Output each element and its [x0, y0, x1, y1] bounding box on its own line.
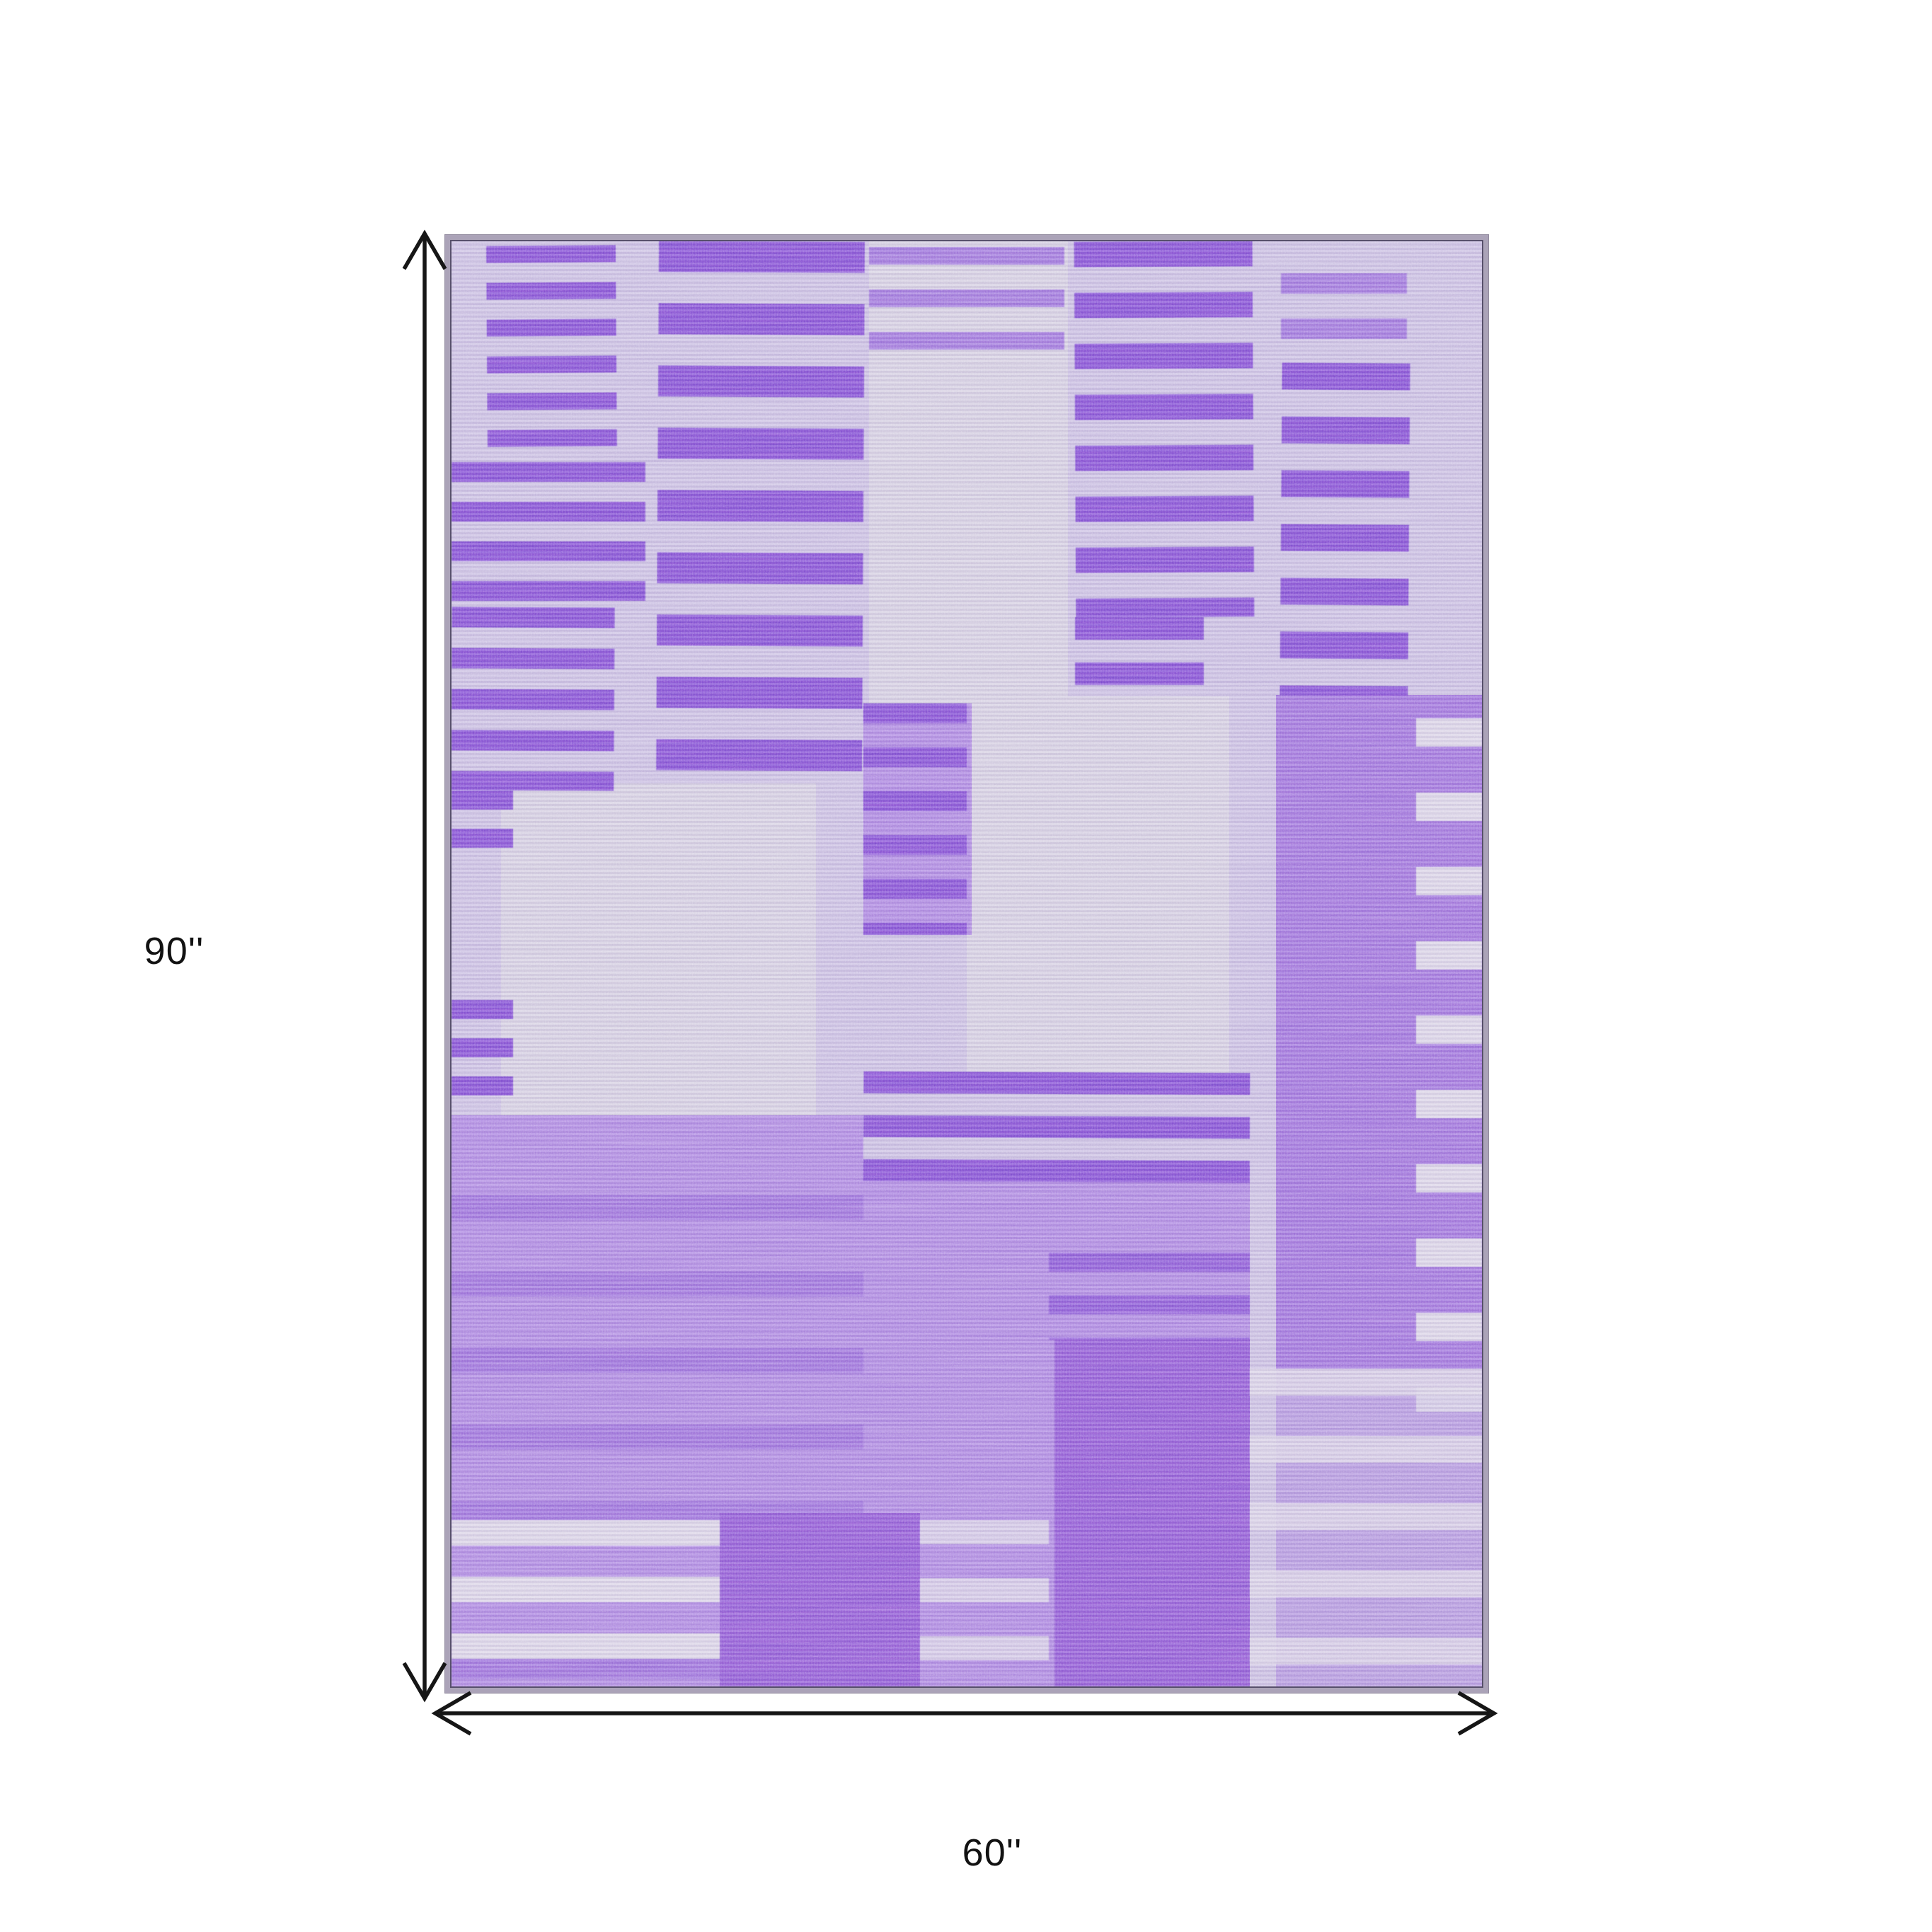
width-dimension-label: 60'' — [962, 1832, 1023, 1874]
rug-patch-colA-stripes-top — [485, 245, 618, 464]
rug-patch-colB-stripes — [656, 241, 866, 784]
rug-patch-colC-stub-stripes — [863, 703, 967, 936]
rug-patch-colCD-pale-block — [967, 696, 1230, 1080]
rug — [450, 240, 1483, 1688]
rug-patch-colD-dark-block — [1054, 1339, 1250, 1686]
rug-patch-colC-stripes-top — [868, 247, 1065, 357]
rug-patch-colA-stripes-2 — [452, 462, 645, 607]
horizontal-arrowhead-left — [431, 1691, 472, 1736]
rug-edge-binding — [444, 234, 1489, 1694]
height-dimension-label: 90'' — [144, 930, 205, 972]
rug-patch-colE-stripes — [1280, 362, 1410, 696]
rug-patch-colA-stub-stripes-1 — [452, 790, 514, 863]
rug-patch-colA-stub-stripes-2 — [452, 1000, 514, 1106]
horizontal-arrowhead-right — [1457, 1691, 1498, 1736]
rug-patch-colD-stripes — [1074, 241, 1255, 618]
rug-patch-colA-stripes-3 — [452, 606, 615, 791]
vertical-arrowhead-top — [402, 229, 447, 270]
rug-patch-colCD-stripes-band — [863, 1071, 1250, 1204]
rug-patch-bottom-right-pale-stripes — [1250, 1368, 1482, 1686]
rug-patch-bottom-mid-pale-stripes — [920, 1520, 1050, 1686]
rug-pattern — [452, 241, 1482, 1686]
vertical-arrowhead-bottom — [402, 1662, 447, 1703]
rug-patch-colE-pale-stubs — [1415, 718, 1482, 1413]
rug-patch-colD-stripes-low — [1049, 1253, 1250, 1340]
rug-patch-colBC-dark-block — [719, 1512, 921, 1686]
rug-patch-bottom-left-pale-stripes — [452, 1520, 720, 1686]
rug-patch-colD-stripes-narrow — [1074, 616, 1204, 701]
rug-patch-colE-stripes-top — [1281, 272, 1407, 360]
